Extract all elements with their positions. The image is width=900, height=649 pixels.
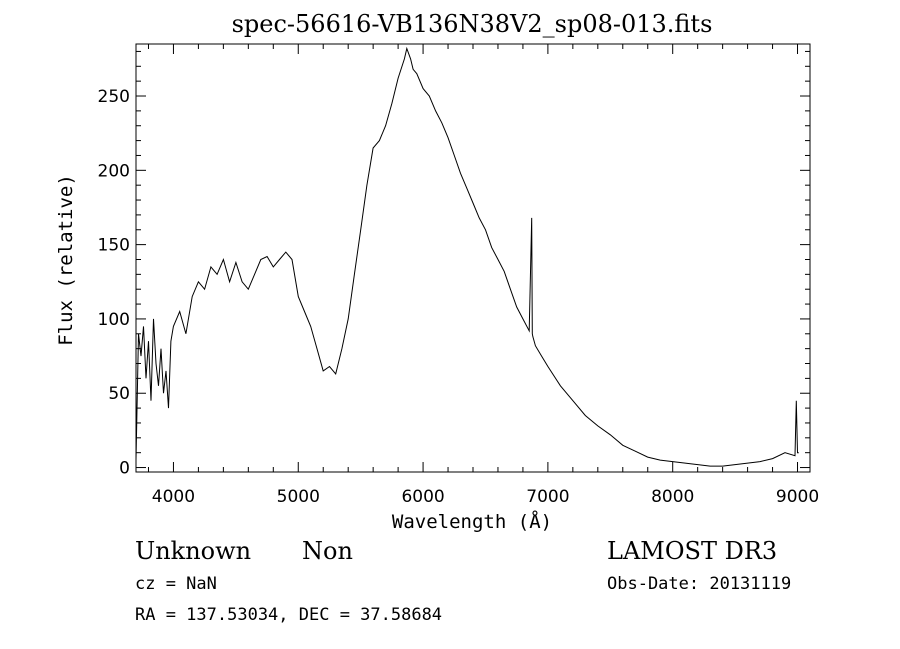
x-tick-label: 8000	[651, 487, 694, 507]
x-tick-label: 5000	[277, 487, 320, 507]
x-axis-label: Wavelength (Å)	[392, 510, 552, 533]
cz-value: cz = NaN	[135, 574, 217, 594]
object-class: Unknown	[135, 537, 251, 565]
x-tick-label: 7000	[526, 487, 569, 507]
y-axis-label: Flux (relative)	[55, 174, 77, 346]
x-tick-label: 4000	[152, 487, 195, 507]
spectrum-line	[135, 46, 799, 467]
y-tick-label: 50	[108, 384, 130, 404]
axis-ticks: 4000 5000 6000 7000 8000 9000 0 50 100 150 200 250	[98, 44, 819, 507]
x-tick-label: 9000	[776, 487, 819, 507]
coordinates: RA = 137.53034, DEC = 37.58684	[135, 605, 442, 625]
y-tick-label: 150	[98, 236, 130, 256]
y-tick-label: 250	[98, 87, 130, 107]
y-tick-label: 0	[119, 459, 130, 479]
obs-date: Obs-Date: 20131119	[607, 574, 791, 594]
x-tick-label: 6000	[401, 487, 444, 507]
plot-frame	[135, 43, 811, 473]
y-tick-label: 100	[98, 310, 130, 330]
survey-name: LAMOST DR3	[607, 537, 777, 565]
y-tick-label: 200	[98, 161, 130, 181]
chart-title: spec-56616-VB136N38V2_sp08-013.fits	[232, 10, 713, 38]
object-subclass: Non	[302, 537, 353, 565]
